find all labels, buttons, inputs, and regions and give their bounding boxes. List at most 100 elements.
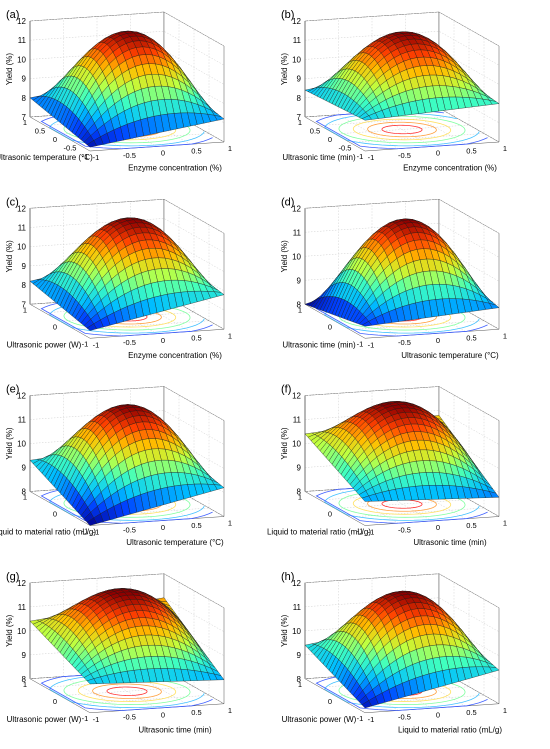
x-tick-label: -0.5 [123, 713, 136, 722]
z-gridline [29, 237, 225, 272]
y-gridline [349, 224, 485, 330]
z-gridline [29, 386, 225, 421]
x-tick-label: 1 [228, 519, 232, 528]
y-tick-label: -1 [357, 527, 364, 536]
y-tick-label: 1 [298, 493, 302, 502]
z-axis-label: Yield (%) [5, 240, 14, 272]
surface-cell [86, 323, 97, 331]
surface-cell [361, 115, 373, 121]
contour-line [92, 683, 162, 699]
z-gridline [29, 11, 225, 47]
z-gridline [29, 30, 225, 66]
z-gridline [29, 597, 225, 632]
z-tick-label: 10 [17, 440, 26, 449]
y-gridline [74, 224, 210, 330]
y-gridline [349, 412, 485, 518]
z-gridline [304, 11, 500, 47]
contour-line [352, 118, 452, 141]
y-tick-label: 1 [23, 305, 27, 314]
y-tick-label: 0 [53, 510, 57, 519]
z-tick-label: 8 [297, 488, 302, 497]
z-gridline [29, 198, 225, 234]
z-tick-label: 10 [17, 55, 26, 64]
z-tick-label: 8 [22, 488, 27, 497]
y-gridline [334, 403, 470, 509]
surface-mesh [29, 588, 225, 685]
y-tick-label: -1 [357, 152, 364, 161]
z-tick-label: 9 [22, 651, 27, 660]
x-tick-label: -1 [93, 340, 100, 349]
surface-mesh [304, 590, 500, 709]
z-tick-label: 11 [293, 603, 302, 612]
z-gridline [29, 482, 225, 517]
z-tick-label: 8 [297, 675, 302, 684]
z-gridline [29, 107, 225, 143]
z-tick-label: 12 [292, 392, 301, 401]
z-gridline [304, 482, 500, 517]
surface-mesh [29, 217, 225, 331]
y-axis-label: Liquid to material ratio (mL/g) [0, 528, 96, 537]
y-axis-label: Ultrasonic time (min) [282, 153, 356, 162]
x-tick-label: 0.5 [466, 334, 476, 343]
z-gridline [304, 386, 500, 421]
y-gridline [74, 599, 210, 705]
z-gridline [304, 597, 500, 632]
z-gridline [29, 669, 225, 704]
x-tick-label: -0.5 [398, 713, 411, 722]
panel-label: (c) [6, 196, 19, 208]
z-gridline [304, 107, 500, 143]
x-gridline [63, 18, 124, 149]
y-tick-label: 0 [53, 697, 57, 706]
surface-cell [86, 678, 98, 685]
z-axis-label: Yield (%) [280, 240, 289, 272]
x-axis-label: Enzyme concentration (%) [128, 164, 222, 173]
x-tick-label: -1 [368, 528, 375, 537]
y-gridline [59, 29, 195, 135]
z-gridline [29, 573, 225, 608]
z-axis-label: Yield (%) [280, 53, 289, 85]
x-tick-label: 0.5 [191, 708, 201, 717]
panel-label: (d) [281, 196, 294, 208]
z-gridline [29, 294, 225, 330]
z-axis-label: Yield (%) [5, 614, 14, 646]
x-tick-label: -1 [93, 153, 100, 162]
z-tick-label: 7 [22, 113, 27, 122]
z-tick-label: 9 [22, 464, 27, 473]
x-tick-label: 0 [436, 523, 440, 532]
x-tick-label: 0 [161, 710, 165, 719]
surface-cell [361, 495, 372, 502]
surface-cell [361, 321, 373, 327]
y-tick-label: -0.5 [339, 144, 352, 153]
y-tick-label: 0 [328, 135, 332, 144]
surface-cell [86, 517, 97, 526]
y-gridline [319, 20, 455, 126]
y-gridline [44, 582, 180, 688]
z-tick-label: 12 [17, 17, 26, 26]
x-tick-label: -1 [93, 528, 100, 537]
x-tick-label: 1 [503, 331, 507, 340]
y-tick-label: 1 [298, 118, 302, 127]
x-tick-label: -0.5 [123, 151, 136, 160]
z-gridline [304, 621, 500, 656]
x-tick-label: -0.5 [398, 525, 411, 534]
z-tick-label: 9 [297, 651, 302, 660]
z-tick-label: 10 [292, 627, 301, 636]
x-tick-label: -0.5 [123, 525, 136, 534]
panel-label: (a) [6, 9, 19, 21]
surface-mesh [29, 30, 225, 148]
z-tick-label: 9 [297, 75, 302, 84]
contour-line [106, 686, 148, 696]
z-tick-label: 10 [17, 243, 26, 252]
y-tick-label: -1 [357, 339, 364, 348]
z-tick-label: 12 [292, 17, 301, 26]
z-gridline [304, 50, 500, 85]
y-tick-label: -1 [82, 714, 89, 723]
y-gridline [349, 599, 485, 705]
y-gridline [334, 590, 470, 696]
y-tick-label: -1 [82, 152, 89, 161]
y-tick-label: 1 [23, 493, 27, 502]
z-axis-label: Yield (%) [5, 427, 14, 459]
y-tick-label: 1 [23, 118, 27, 127]
